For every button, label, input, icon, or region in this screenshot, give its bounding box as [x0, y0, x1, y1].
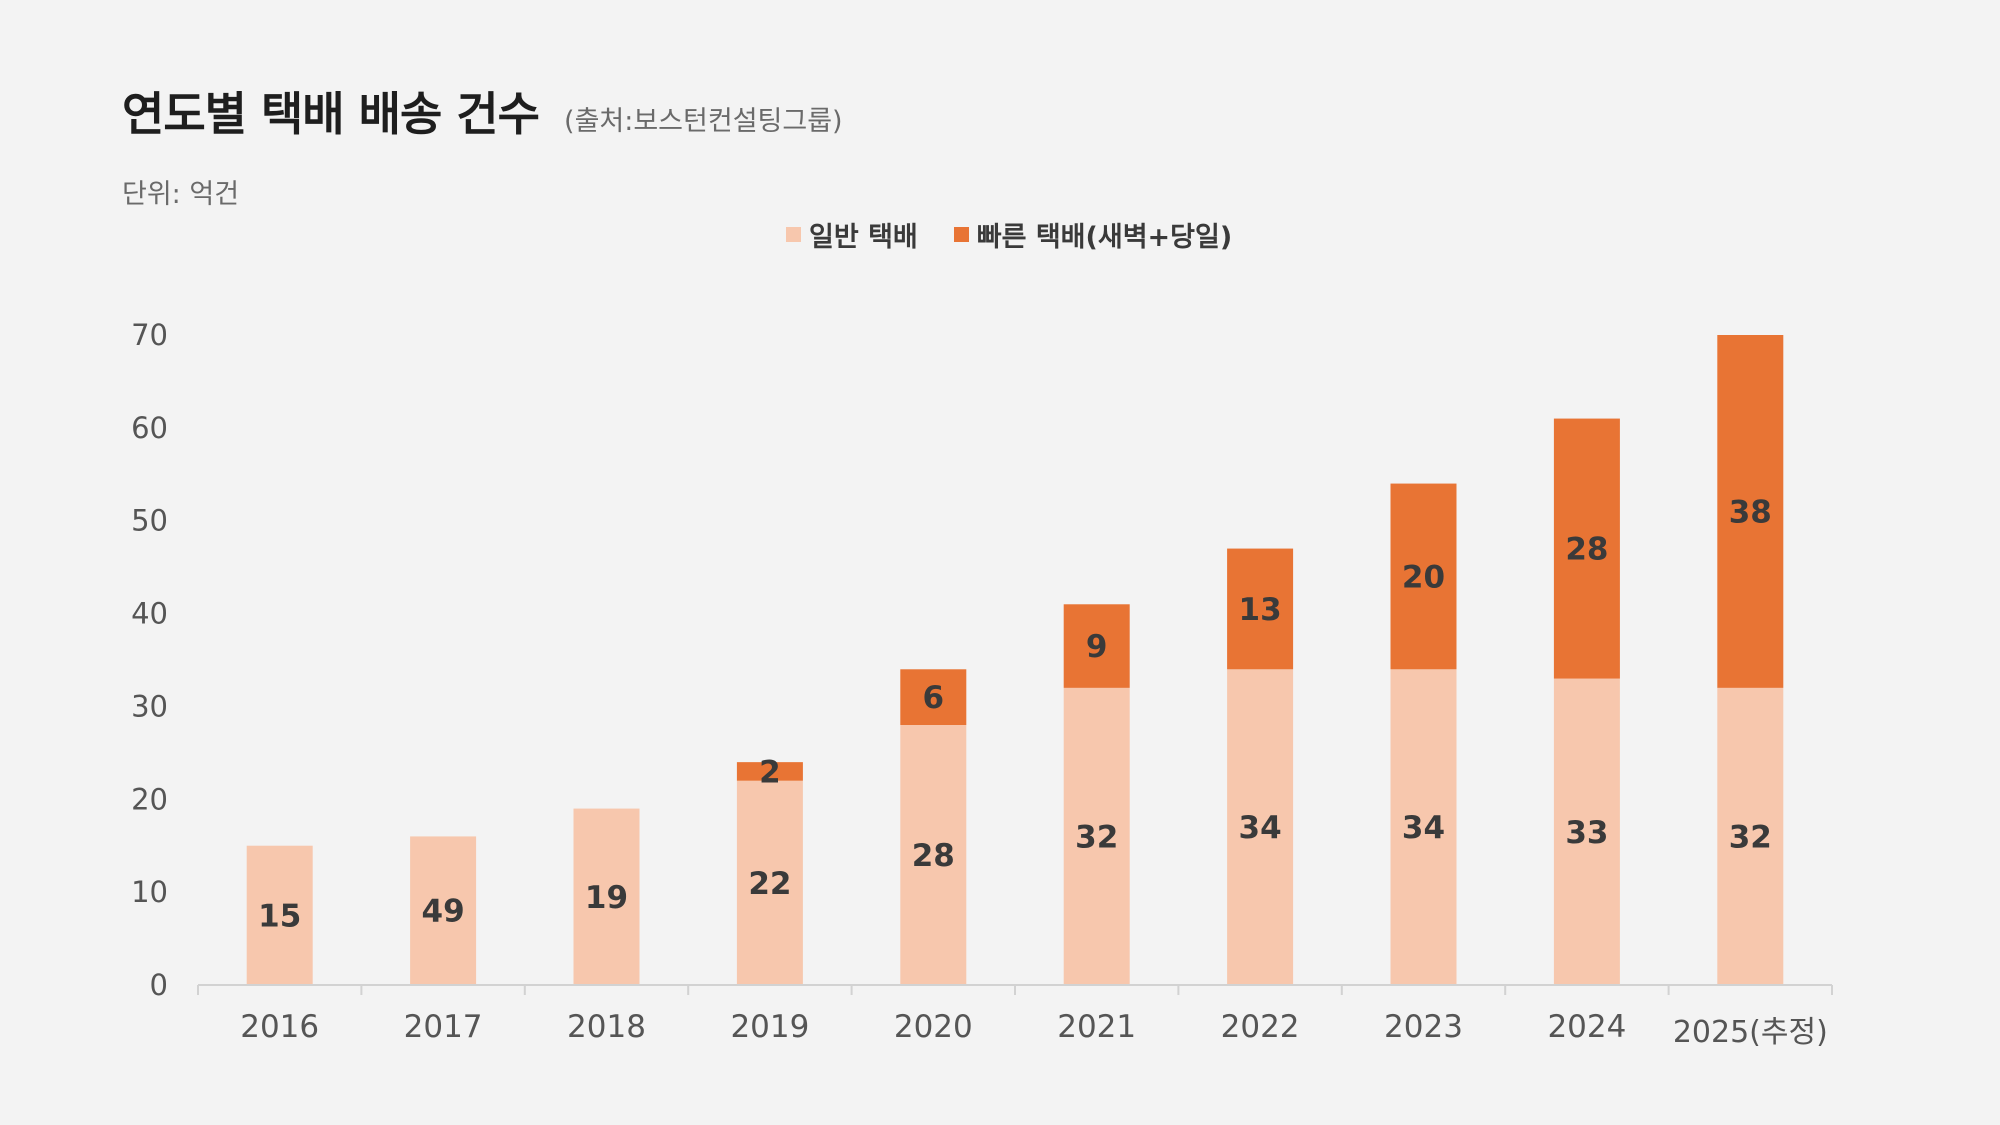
- y-tick-label: 50: [131, 504, 168, 538]
- bar-regular: [1063, 687, 1130, 985]
- legend-item-regular: 일반 택배: [786, 215, 918, 254]
- y-tick-label: 70: [131, 318, 168, 352]
- value-label-fast: 9: [1086, 629, 1108, 665]
- x-tick-label: 2016: [240, 1009, 319, 1045]
- bar-fast: [1227, 548, 1294, 670]
- value-label-fast: 6: [923, 680, 945, 716]
- value-label-regular: 32: [1075, 819, 1118, 855]
- legend-label-fast: 빠른 택배(새벽+당일): [976, 222, 1233, 253]
- x-tick-label: 2022: [1221, 1009, 1300, 1045]
- x-tick-label: 2023: [1384, 1009, 1463, 1045]
- legend-item-fast: 빠른 택배(새벽+당일): [953, 215, 1233, 254]
- value-label-regular: 22: [748, 866, 791, 902]
- value-label-regular: 15: [258, 898, 301, 934]
- bar-fast: [1390, 483, 1457, 670]
- x-tick-label: 2017: [404, 1009, 483, 1045]
- y-tick-label: 10: [131, 875, 168, 909]
- bar-regular: [246, 845, 313, 985]
- y-tick-label: 30: [131, 689, 168, 723]
- value-label-regular: 34: [1239, 810, 1282, 846]
- bar-regular: [1717, 687, 1784, 985]
- x-tick-label: 2021: [1057, 1009, 1136, 1045]
- y-tick-label: 40: [131, 597, 168, 631]
- value-label-fast: 13: [1239, 592, 1282, 628]
- bar-regular: [1553, 678, 1620, 985]
- value-label-fast: 2: [759, 754, 781, 790]
- bar-fast: [900, 669, 967, 725]
- bar-fast: [1063, 604, 1130, 688]
- x-tick-label: 2020: [894, 1009, 973, 1045]
- legend-label-regular: 일반 택배: [809, 222, 918, 253]
- x-tick-label: 2025(추정): [1673, 1015, 1828, 1050]
- chart-title: 연도별 택배 배송 건수: [122, 87, 540, 141]
- value-label-fast: 28: [1565, 532, 1608, 568]
- bar-regular: [410, 836, 477, 985]
- legend-swatch-fast: [953, 227, 969, 242]
- bar-regular: [736, 780, 803, 985]
- value-label-regular: 28: [912, 838, 955, 874]
- bar-regular: [1390, 669, 1457, 985]
- x-tick-label: 2024: [1547, 1009, 1626, 1045]
- chart-source: (출처:보스턴컨설팅그룹): [564, 106, 843, 137]
- bar-regular: [573, 808, 640, 985]
- legend-swatch-regular: [786, 227, 801, 242]
- value-label-regular: 32: [1729, 819, 1772, 855]
- bar-fast: [1717, 335, 1784, 688]
- bar-regular: [1227, 669, 1294, 985]
- x-tick-label: 2018: [567, 1009, 646, 1045]
- chart-header: 연도별 택배 배송 건수 (출처:보스턴컨설팅그룹): [122, 78, 843, 144]
- y-tick-label: 60: [131, 411, 168, 445]
- chart-legend: 일반 택배 빠른 택배(새벽+당일): [786, 215, 1268, 254]
- unit-label: 단위: 억건: [122, 179, 240, 210]
- value-label-regular: 33: [1565, 815, 1608, 851]
- bar-fast: [736, 762, 803, 781]
- bar-regular: [900, 725, 967, 985]
- value-label-regular: 49: [422, 894, 465, 930]
- y-tick-label: 0: [150, 968, 168, 1002]
- x-tick-label: 2019: [730, 1009, 809, 1045]
- y-tick-label: 20: [131, 782, 168, 816]
- value-label-regular: 34: [1402, 810, 1445, 846]
- value-label-regular: 19: [585, 880, 628, 916]
- value-label-fast: 20: [1402, 559, 1445, 595]
- value-label-fast: 38: [1729, 494, 1772, 530]
- bar-fast: [1553, 418, 1620, 679]
